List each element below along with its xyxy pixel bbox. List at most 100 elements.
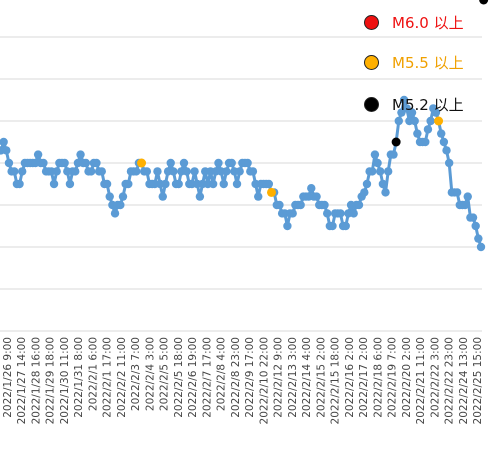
data-point-41 xyxy=(105,192,114,201)
data-point-93 xyxy=(243,158,252,168)
x-tick-label-16: 2022/2/8 23:00 xyxy=(230,337,242,418)
data-point-157 xyxy=(413,129,422,138)
data-point-2 xyxy=(2,146,11,155)
x-tick-label-25: 2022/2/17 2:00 xyxy=(358,337,370,418)
data-point-140 xyxy=(368,167,377,176)
x-tick-label-9: 2022/2/3 7:00 xyxy=(130,337,142,411)
data-point-38 xyxy=(97,167,106,176)
data-point-45 xyxy=(116,200,125,210)
data-point-73 xyxy=(190,167,199,176)
data-point-152 xyxy=(399,95,409,105)
data-point-110 xyxy=(288,209,297,218)
data-point-168 xyxy=(442,146,451,155)
x-tick-label-26: 2022/2/18 6:00 xyxy=(372,337,384,418)
marker-m52-2 xyxy=(391,137,401,147)
data-point-105 xyxy=(275,200,284,210)
data-point-123 xyxy=(322,209,332,218)
data-point-137 xyxy=(360,188,369,197)
x-tick-label-24: 2022/2/16 2:00 xyxy=(344,337,356,418)
data-point-155 xyxy=(407,108,417,117)
data-point-130 xyxy=(341,221,350,231)
x-tick-label-11: 2022/2/5 5:00 xyxy=(159,337,171,411)
marker-m55-1 xyxy=(266,187,276,197)
data-point-181 xyxy=(476,242,486,252)
data-point-48 xyxy=(124,179,133,189)
x-tick-label-27: 2022/2/19 7:00 xyxy=(387,337,399,418)
marker-m52-4 xyxy=(479,0,489,5)
data-point-8 xyxy=(18,167,27,176)
x-tick-label-7: 2022/2/1 17:00 xyxy=(102,337,114,418)
x-tick-label-20: 2022/2/13 3:00 xyxy=(287,337,299,418)
x-tick-label-31: 2022/2/22 23:00 xyxy=(444,337,456,424)
data-point-117 xyxy=(307,184,316,193)
data-point-61 xyxy=(158,192,167,201)
legend-dot-m60 xyxy=(364,15,379,30)
data-point-43 xyxy=(110,209,120,218)
legend-label-m60: M6.0 以上 xyxy=(392,14,464,32)
data-point-142 xyxy=(373,158,382,168)
data-point-169 xyxy=(444,158,454,168)
x-tick-label-1: 2022/1/27 14:00 xyxy=(16,337,28,424)
x-tick-label-22: 2022/2/15 2:00 xyxy=(315,337,327,418)
x-tick-label-2: 2022/1/28 16:00 xyxy=(30,337,42,424)
data-point-145 xyxy=(381,188,390,197)
x-tick-label-18: 2022/2/10 22:00 xyxy=(258,337,270,424)
x-tick-label-30: 2022/2/22 3:00 xyxy=(429,337,441,418)
data-point-138 xyxy=(362,179,372,189)
data-point-162 xyxy=(426,116,435,126)
x-tick-label-32: 2022/2/24 13:00 xyxy=(458,337,470,424)
data-point-135 xyxy=(354,200,364,210)
data-point-166 xyxy=(437,129,446,138)
data-point-156 xyxy=(410,116,419,126)
data-point-167 xyxy=(439,137,449,147)
data-point-55 xyxy=(142,167,152,176)
data-point-143 xyxy=(376,167,385,176)
x-tick-label-29: 2022/2/21 11:00 xyxy=(415,337,427,424)
data-point-89 xyxy=(232,179,242,189)
legend-item-m52: M5.2 以上 xyxy=(364,94,464,115)
data-point-5 xyxy=(10,167,19,176)
data-point-32 xyxy=(81,158,91,168)
x-tick-label-14: 2022/2/7 17:00 xyxy=(201,337,213,418)
data-point-178 xyxy=(468,213,478,222)
legend-item-m55: M5.5 以上 xyxy=(364,52,464,73)
data-point-108 xyxy=(283,221,292,231)
data-point-125 xyxy=(328,221,337,231)
data-point-34 xyxy=(86,167,96,176)
x-tick-label-13: 2022/2/6 19:00 xyxy=(187,337,199,418)
series-line xyxy=(0,95,486,252)
data-point-113 xyxy=(296,200,305,210)
data-point-122 xyxy=(320,200,329,210)
data-point-69 xyxy=(179,158,189,168)
legend-item-m60: M6.0 以上 xyxy=(364,12,464,33)
data-point-84 xyxy=(219,179,228,189)
data-point-85 xyxy=(222,167,231,176)
data-point-119 xyxy=(312,192,321,201)
data-point-97 xyxy=(254,192,263,201)
data-point-51 xyxy=(132,167,141,176)
x-tick-label-10: 2022/2/4 3:00 xyxy=(144,337,156,411)
data-point-67 xyxy=(174,179,183,189)
data-point-26 xyxy=(65,179,75,189)
legend-label-m52: M5.2 以上 xyxy=(392,96,464,114)
data-point-21 xyxy=(52,167,61,176)
data-point-175 xyxy=(460,200,470,210)
data-point-148 xyxy=(389,150,398,159)
data-point-82 xyxy=(214,158,223,168)
magnitude-markers xyxy=(137,0,489,197)
data-point-59 xyxy=(153,167,162,176)
data-point-62 xyxy=(161,179,170,189)
legend-label-m55: M5.5 以上 xyxy=(392,54,464,72)
data-point-75 xyxy=(195,192,205,201)
x-tick-label-33: 2022/2/25 15:00 xyxy=(472,337,484,424)
data-point-70 xyxy=(182,167,191,176)
data-point-161 xyxy=(423,125,433,134)
legend-dot-m55 xyxy=(364,55,379,70)
data-point-180 xyxy=(474,234,483,243)
data-point-46 xyxy=(118,192,128,201)
data-point-87 xyxy=(227,158,236,168)
x-tick-label-17: 2022/2/9 17:00 xyxy=(244,337,256,418)
data-point-128 xyxy=(336,209,345,218)
x-tick-label-28: 2022/2/20 2:00 xyxy=(401,337,413,418)
x-tick-label-19: 2022/2/12 9:00 xyxy=(273,337,285,418)
